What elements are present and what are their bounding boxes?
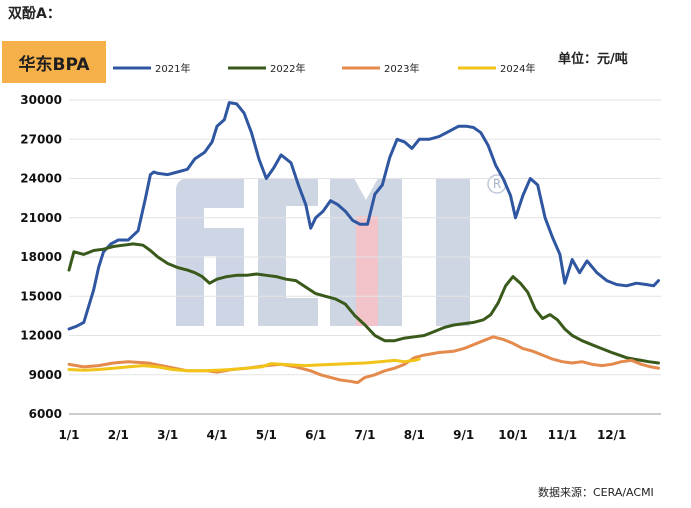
x-tick-label: 9/1 [453, 428, 474, 442]
legend: 2021年 2022年 2023年 2024年 [113, 62, 535, 75]
y-axis-ticks: 6000 9000 12000 15000 18000 21000 24000 27000 30… [20, 93, 62, 421]
x-tick-label: 3/1 [157, 428, 178, 442]
legend-label: 2024年 [500, 62, 535, 75]
series-line-2024 [67, 357, 421, 373]
y-tick-label: 15000 [20, 289, 62, 303]
legend-label: 2023年 [384, 62, 419, 75]
x-axis-ticks: 1/1 2/1 3/1 4/1 5/1 6/1 7/1 8/1 9/1 10/1 11/1 12/1 [58, 428, 626, 442]
x-tick-label: 11/1 [548, 428, 577, 442]
watermark-letter-i [436, 178, 470, 326]
y-tick-label: 27000 [20, 132, 62, 146]
x-tick-label: 5/1 [256, 428, 277, 442]
series-line-2023 [67, 335, 660, 385]
y-tick-label: 21000 [20, 211, 62, 225]
series-line-2021 [67, 101, 660, 331]
watermark-registered-glyph: R [493, 177, 501, 191]
x-tick-label: 10/1 [498, 428, 527, 442]
gridlines [69, 99, 661, 415]
y-tick-label: 24000 [20, 172, 62, 186]
watermark-letter-a [176, 178, 244, 326]
watermark-pink-bar [356, 216, 378, 326]
y-tick-label: 12000 [20, 329, 62, 343]
series-lines [67, 101, 660, 385]
x-tick-label: 7/1 [354, 428, 375, 442]
acmi-watermark: R [176, 174, 507, 326]
legend-label: 2022年 [270, 62, 305, 75]
unit-label: 单位：元/吨 [558, 52, 628, 67]
x-tick-label: 1/1 [58, 428, 79, 442]
watermark-letter-c [258, 178, 318, 326]
data-source-label: 数据来源：CERA/ACMI [538, 486, 654, 499]
chart-title-badge: 华东BPA [2, 41, 106, 83]
x-tick-label: 2/1 [108, 428, 129, 442]
y-tick-label: 18000 [20, 250, 62, 264]
x-tick-label: 6/1 [305, 428, 326, 442]
y-tick-label: 6000 [29, 407, 62, 421]
series-line-2022 [67, 242, 660, 365]
x-tick-label: 8/1 [404, 428, 425, 442]
legend-label: 2021年 [155, 62, 190, 75]
y-tick-label: 9000 [29, 368, 62, 382]
x-tick-label: 12/1 [597, 428, 626, 442]
y-tick-label: 30000 [20, 93, 62, 107]
page-heading: 双酚A： [8, 6, 61, 22]
x-tick-label: 4/1 [206, 428, 227, 442]
